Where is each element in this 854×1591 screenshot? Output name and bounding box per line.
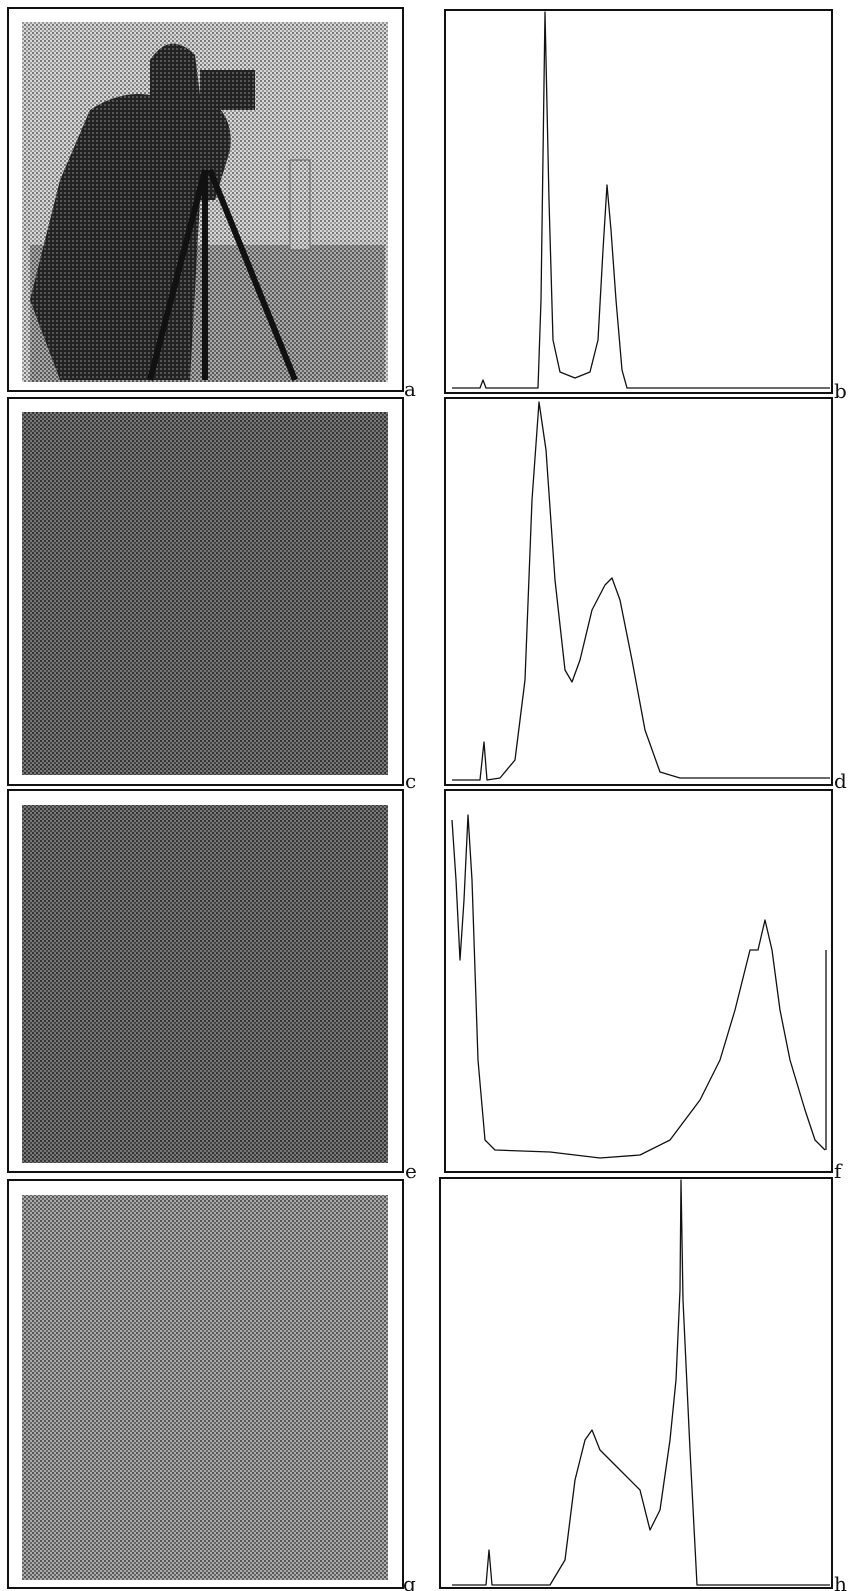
cameraman (30, 43, 385, 382)
panel-h: h (439, 1177, 847, 1591)
panel-d: d (444, 397, 847, 793)
frame (439, 1177, 833, 1589)
panel-label: h (834, 1572, 847, 1591)
image (22, 1195, 388, 1580)
image (22, 412, 388, 775)
panel-label: f (834, 1159, 843, 1183)
image (22, 805, 388, 1163)
panel-e: e (7, 789, 417, 1183)
panel-label: e (405, 1159, 417, 1183)
panel-g: g (7, 1179, 416, 1591)
frame (7, 397, 404, 786)
frame (444, 9, 833, 394)
panel-a: a (7, 7, 416, 401)
panel-label: a (404, 377, 416, 401)
frame (444, 789, 833, 1173)
panel-c: c (7, 397, 416, 793)
panel-label: c (405, 769, 416, 793)
frame (444, 397, 833, 786)
panel-f: f (444, 789, 843, 1183)
histogram (452, 401, 830, 781)
panel-label: b (834, 379, 847, 403)
frame (7, 789, 404, 1173)
frame (7, 7, 404, 392)
histogram (452, 1179, 830, 1586)
histogram (451, 814, 827, 1159)
panel-b: b (444, 9, 847, 403)
histogram (452, 11, 830, 389)
panel-label: g (403, 1572, 416, 1591)
frame (7, 1179, 404, 1589)
panel-label: d (834, 769, 847, 793)
